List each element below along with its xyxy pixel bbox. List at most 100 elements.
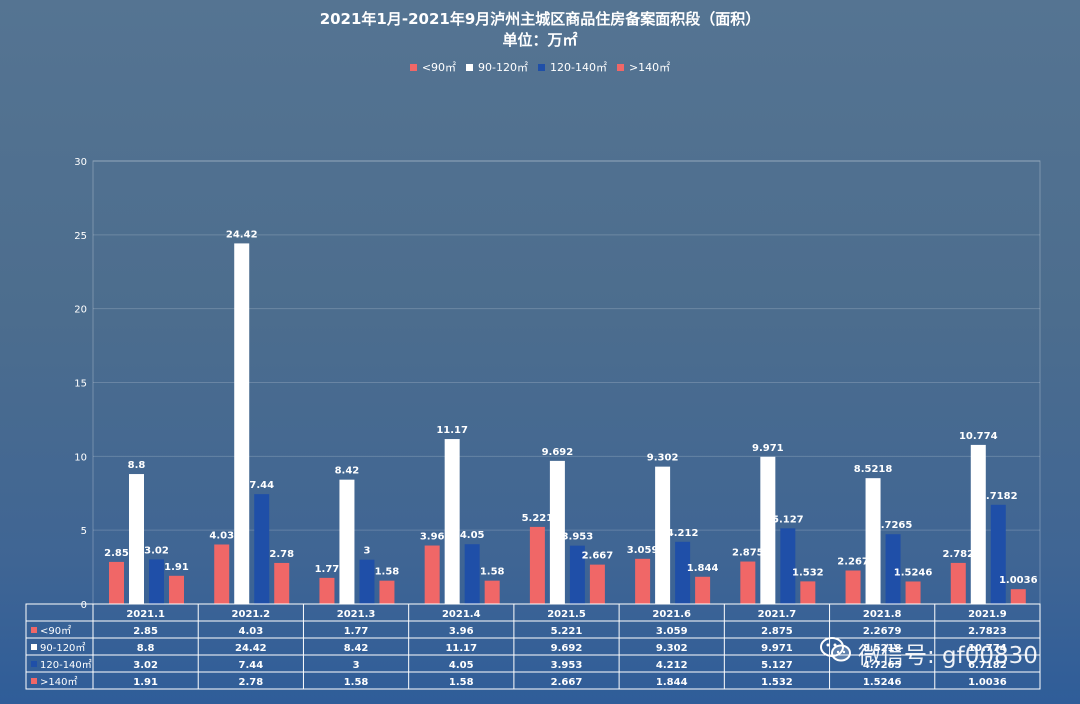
bar [885, 534, 901, 604]
chart-title: 2021年1月-2021年9月泸州主城区商品住房备案面积段（面积） [319, 10, 761, 28]
legend-swatch [409, 63, 417, 71]
data-label: 2.875 [732, 548, 764, 559]
bar [464, 544, 480, 604]
data-label: 3.059 [627, 545, 659, 556]
table-cell: 2.667 [551, 677, 583, 688]
data-label: 7.44 [249, 480, 274, 491]
bar [970, 444, 986, 604]
table-cell: 1.532 [761, 677, 793, 688]
legend-item: 120-140㎡ [538, 59, 607, 75]
x-tick-label: 2021.1 [126, 609, 165, 620]
legend-swatch [466, 63, 474, 71]
legend-item: 90-120㎡ [466, 59, 528, 75]
table-cell: 9.971 [761, 643, 793, 654]
table-cell: 9.692 [551, 643, 583, 654]
bar [234, 243, 250, 604]
table-cell: 5.221 [551, 626, 583, 637]
data-label: 3 [363, 546, 370, 557]
table-cell: 3.96 [449, 626, 474, 637]
x-tick-label: 2021.3 [337, 609, 376, 620]
bar [319, 577, 335, 604]
bar [760, 456, 776, 604]
table-cell: 7.44 [238, 660, 263, 671]
table-cell: 1.0036 [968, 677, 1007, 688]
legend: <90㎡ 90-120㎡ 120-140㎡ >140㎡ [0, 59, 1080, 75]
data-label: 3.953 [562, 532, 594, 543]
x-tick-label: 2021.7 [758, 609, 797, 620]
table-cell: 3.953 [551, 660, 583, 671]
x-tick-label: 2021.2 [232, 609, 271, 620]
data-label: 5.127 [772, 514, 804, 525]
bar [484, 580, 500, 604]
table-cell: 4.05 [449, 660, 474, 671]
table-cell: 2.78 [238, 677, 263, 688]
legend-item: >140㎡ [616, 59, 671, 75]
table-row-label: <90㎡ [40, 625, 71, 637]
bar [675, 541, 691, 604]
bar [950, 562, 966, 604]
watermark: 微信号: gf00830 [820, 636, 1038, 670]
bar [359, 559, 375, 604]
table-cell: 2.7823 [968, 626, 1007, 637]
table-cell: 1.5246 [863, 677, 902, 688]
data-label: 4.05 [460, 530, 485, 541]
data-label: 2.782 [942, 549, 974, 560]
data-label: 9.971 [752, 443, 784, 454]
x-tick-label: 2021.9 [968, 609, 1007, 620]
table-row-label: 120-140㎡ [40, 659, 92, 671]
table-cell: 1.58 [449, 677, 474, 688]
y-tick-label: 5 [81, 526, 87, 537]
data-label: 4.7265 [874, 520, 913, 531]
legend-label: >140㎡ [628, 61, 671, 74]
table-cell: 3.02 [133, 660, 158, 671]
wechat-icon [820, 636, 852, 670]
table-cell: 1.91 [133, 677, 158, 688]
table-cell: 2.2679 [863, 626, 902, 637]
bar [589, 564, 605, 604]
table-row-swatch [31, 627, 37, 633]
chart-subtitle: 单位：万㎡ [502, 31, 578, 49]
bar [109, 561, 124, 604]
data-label: 3.02 [144, 545, 169, 556]
bar [549, 460, 565, 604]
y-tick-label: 15 [74, 379, 87, 390]
bar [845, 570, 861, 604]
data-label: 4.212 [667, 528, 699, 539]
bar [149, 559, 164, 604]
legend-swatch [538, 63, 545, 71]
table-cell: 3.059 [656, 626, 688, 637]
data-label: 1.5246 [894, 567, 933, 578]
table-cell: 3 [353, 660, 360, 671]
bar [1010, 589, 1026, 604]
data-label: 6.7182 [979, 491, 1018, 502]
data-label: 1.844 [687, 563, 719, 574]
bar [655, 466, 671, 604]
x-tick-label: 2021.6 [652, 609, 691, 620]
legend-label: <90㎡ [421, 61, 457, 74]
data-label: 1.58 [480, 567, 505, 578]
table-row-swatch [31, 661, 37, 667]
data-label: 11.17 [436, 425, 468, 436]
table-cell: 10.774 [968, 643, 1007, 654]
data-label: 8.5218 [854, 464, 893, 475]
bar [905, 581, 921, 604]
legend-item: <90㎡ [409, 59, 457, 75]
data-label: 2.667 [582, 551, 614, 562]
data-label: 24.42 [226, 229, 258, 240]
data-label: 8.42 [335, 466, 360, 477]
watermark-text: 微信号: gf00830 [858, 643, 1038, 669]
bar [444, 439, 460, 604]
data-label: 1.0036 [999, 575, 1038, 586]
bar [865, 478, 881, 604]
table-cell: 9.302 [656, 643, 688, 654]
table-cell: 11.17 [445, 643, 477, 654]
table-cell: 8.8 [137, 643, 155, 654]
bar [129, 474, 144, 604]
data-label: 1.532 [792, 567, 824, 578]
data-label: 2.267 [837, 557, 869, 568]
table-row-label: 90-120㎡ [40, 642, 85, 654]
y-tick-label: 0 [81, 600, 87, 611]
data-label: 2.85 [104, 548, 129, 559]
table-row-label: >140㎡ [40, 676, 77, 688]
